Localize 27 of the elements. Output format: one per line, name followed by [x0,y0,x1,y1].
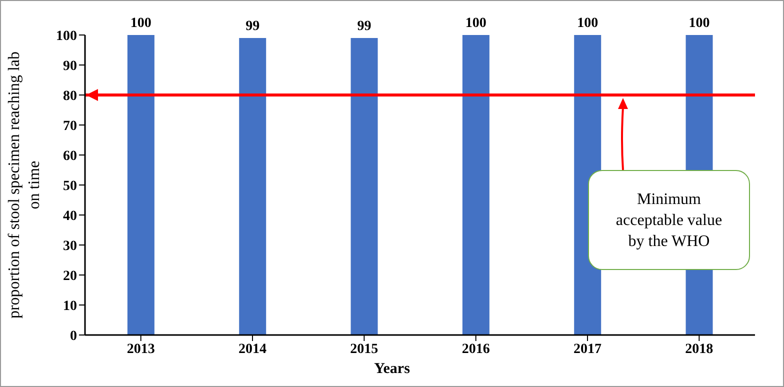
x-tick-label: 2017 [574,342,602,357]
y-tick-label: 10 [63,298,77,314]
y-tick-label: 80 [63,88,77,104]
x-tick-label: 2015 [350,342,378,357]
x-tick-label: 2014 [238,342,266,357]
y-tick-label: 100 [56,28,77,44]
y-tick-label: 50 [63,178,77,194]
callout-box: Minimum acceptable value by the WHO [588,170,750,270]
y-axis-title: proportion of stool specimen reaching lab on time [5,50,44,321]
x-tick-label: 2016 [462,342,490,357]
y-tick-label: 40 [63,208,77,224]
x-tick-label: 2018 [685,342,714,357]
y-tick-label: 30 [63,238,77,254]
y-tick-label: 70 [63,118,77,134]
y-tick-label: 20 [63,268,77,284]
data-label: 100 [688,16,710,31]
x-axis-title: Years [374,361,410,377]
x-tick-label: 2013 [126,342,155,357]
y-tick-label: 60 [63,148,77,164]
annotation: Minimum acceptable value by the WHO [614,190,724,252]
data-label: 100 [465,16,486,31]
y-tick-label: 90 [63,58,77,74]
y-tick-label: 0 [70,328,77,344]
data-label: 99 [246,19,260,34]
data-label: 100 [577,16,598,31]
data-label: 100 [130,16,152,31]
data-label: 99 [357,19,372,34]
